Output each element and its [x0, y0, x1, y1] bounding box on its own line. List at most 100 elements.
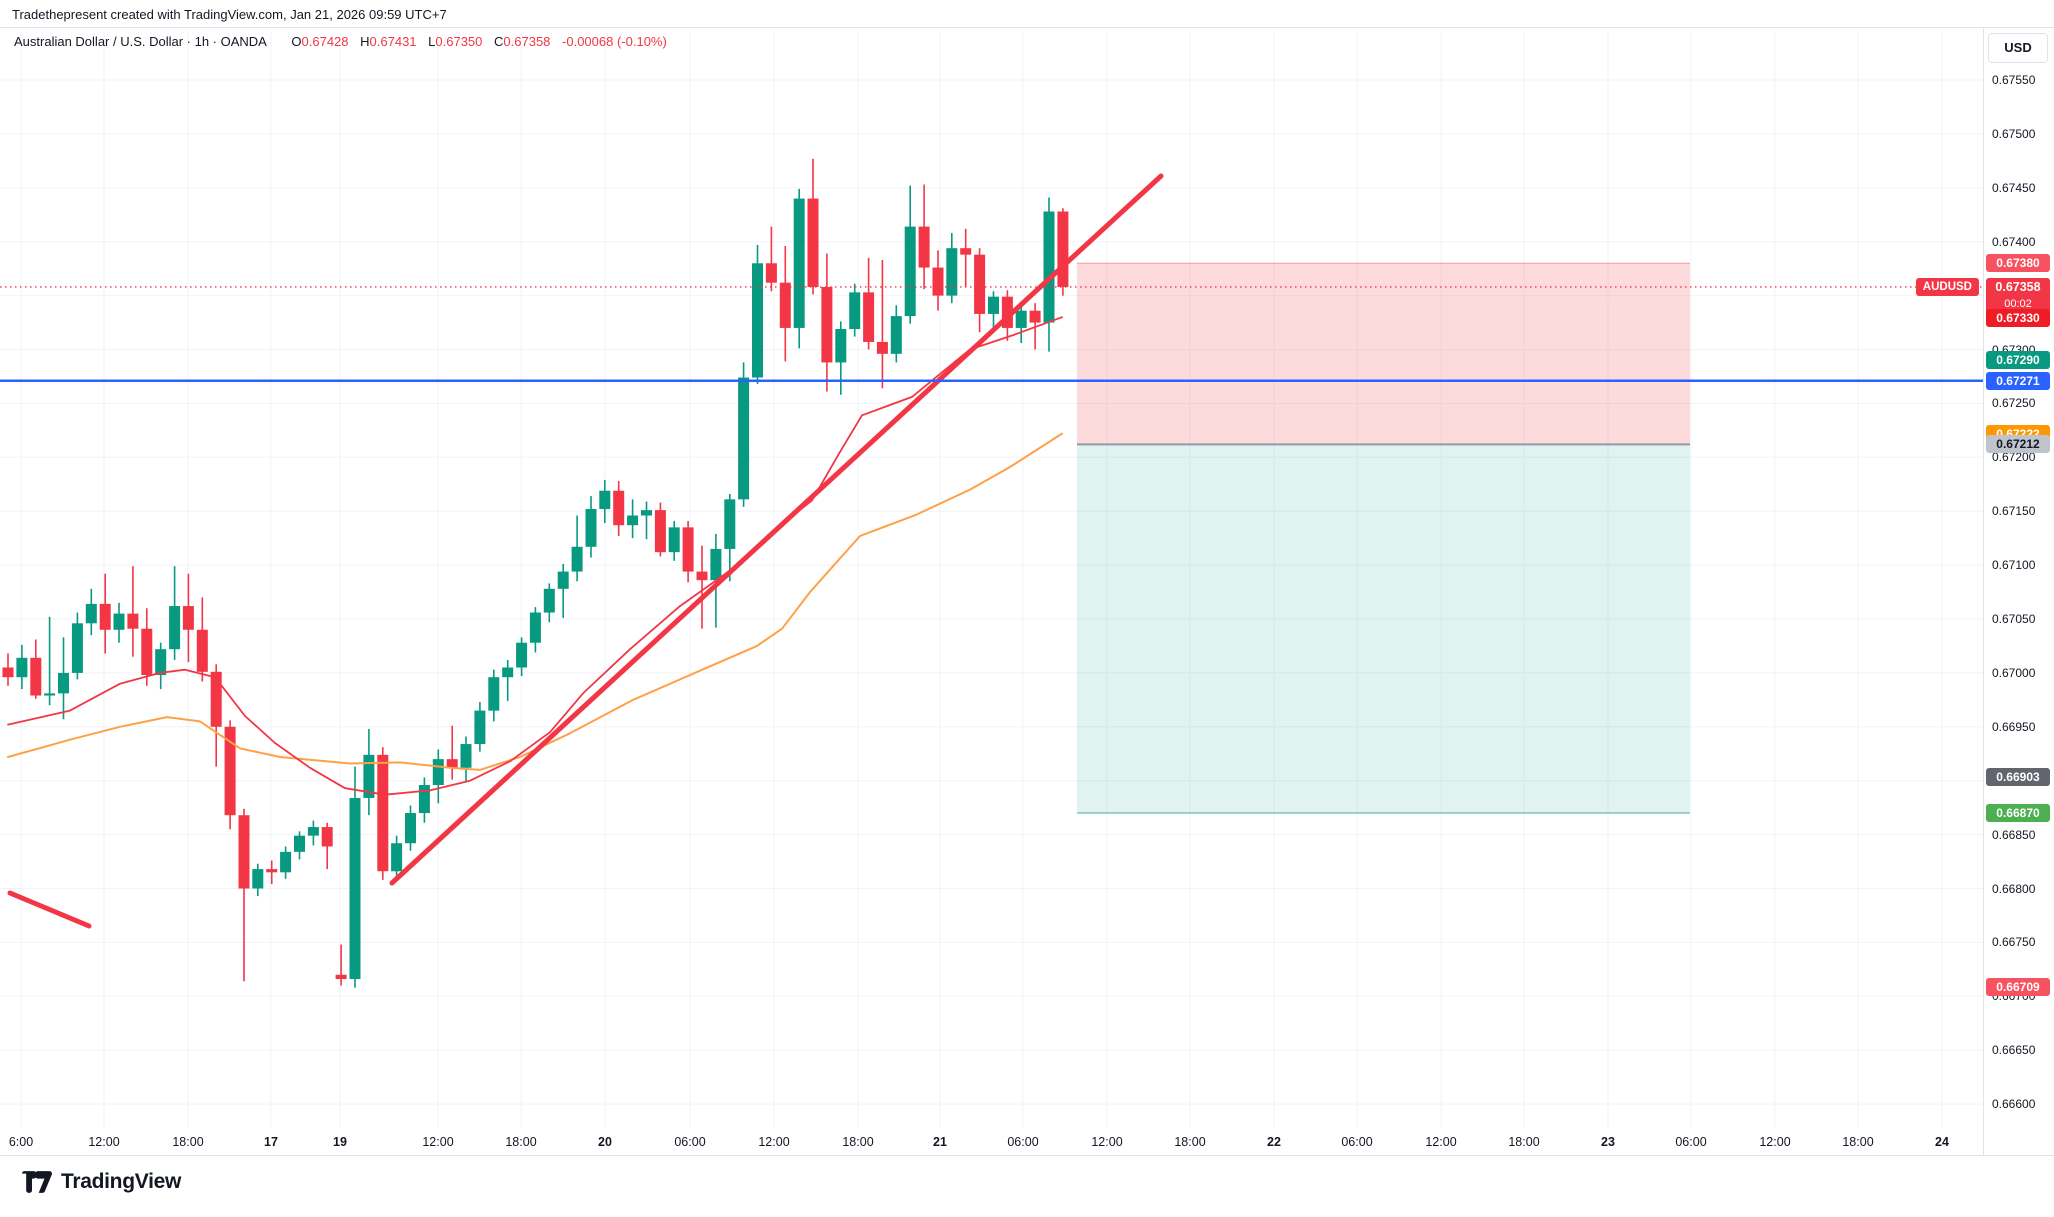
price-axis[interactable]: 0.675500.675000.674500.674000.673500.673… — [1984, 27, 2054, 1155]
candle-body-up — [890, 316, 902, 354]
price-line-label: 0.67380 — [1986, 254, 2050, 273]
time-tick: 12:00 — [422, 1135, 454, 1149]
time-tick-day: 19 — [333, 1135, 347, 1149]
price-tick-label: 0.67400 — [1992, 234, 2036, 249]
price-tick-label: 0.66650 — [1992, 1043, 2036, 1058]
position-box-risk-zone[interactable] — [1077, 263, 1690, 445]
watermark-text: Tradethepresent created with TradingView… — [12, 7, 447, 22]
candle-body-up — [85, 603, 97, 624]
price-line-label: 0.66709 — [1986, 977, 2050, 996]
price-line-label: 0.67271 — [1986, 371, 2050, 390]
candle-body-up — [557, 571, 569, 589]
time-tick-day: 22 — [1267, 1135, 1281, 1149]
price-line-label: 0.66903 — [1986, 768, 2050, 787]
time-tick-day: 23 — [1601, 1135, 1615, 1149]
high-label: H — [360, 34, 370, 49]
current-price-label: 0.67358 00:02 — [1986, 277, 2050, 313]
candle-body-down — [960, 248, 972, 255]
candle-body-up — [405, 813, 416, 844]
moving-average-fast-red[interactable] — [7, 316, 1063, 796]
candle-body-up — [724, 499, 736, 549]
candle-body-up — [474, 710, 486, 745]
trendline-1[interactable] — [389, 173, 1164, 886]
time-tick: 18:00 — [1842, 1135, 1874, 1149]
candle-body-down — [1057, 211, 1069, 287]
symbol-legend[interactable]: Australian Dollar / U.S. Dollar · 1h · O… — [14, 34, 667, 49]
time-tick: 18:00 — [1174, 1135, 1206, 1149]
tradingview-logo-icon — [22, 1171, 52, 1193]
candle-body-up — [418, 785, 430, 814]
trendline-2[interactable] — [7, 890, 92, 929]
bar-countdown: 00:02 — [2004, 297, 2032, 310]
candle-body-up — [488, 677, 500, 711]
price-tick-label: 0.67500 — [1992, 126, 2036, 141]
time-tick: 12:00 — [758, 1135, 790, 1149]
price-tick-label: 0.67200 — [1992, 450, 2036, 465]
candle-body-down — [238, 815, 250, 889]
time-tick: 18:00 — [172, 1135, 204, 1149]
candle-body-down — [696, 571, 708, 581]
moving-average-slow-orange[interactable] — [7, 432, 1063, 771]
candle-body-down — [613, 490, 625, 526]
price-line-label: 0.66870 — [1986, 804, 2050, 823]
candle-body-up — [529, 612, 541, 643]
candle-body-up — [1043, 211, 1055, 323]
candle-body-up — [738, 377, 750, 500]
candle-body-up — [585, 509, 597, 547]
candle-body-down — [335, 974, 347, 980]
candle-body-up — [641, 510, 652, 516]
candle-body-down — [1029, 310, 1041, 323]
price-tick-label: 0.67100 — [1992, 558, 2036, 573]
candle-body-up — [571, 546, 583, 572]
price-tick-label: 0.67050 — [1992, 612, 2036, 626]
low-value: 0.67350 — [435, 34, 483, 49]
price-tick-label: 0.67000 — [1992, 665, 2036, 680]
position-box-reward-zone[interactable] — [1077, 444, 1690, 814]
candle-body-up — [363, 754, 375, 798]
candle-body-down — [654, 510, 666, 553]
open-label: O — [291, 34, 302, 49]
price-tick-label: 0.66800 — [1992, 881, 2036, 896]
candle-body-down — [377, 754, 389, 872]
candle-body-up — [668, 527, 680, 553]
time-tick-day: 24 — [1935, 1135, 1949, 1149]
price-tick-label: 0.66600 — [1992, 1097, 2036, 1112]
symbol-title[interactable]: Australian Dollar / U.S. Dollar · 1h · O… — [14, 34, 267, 49]
candle-body-down — [141, 628, 153, 676]
candle-body-up — [169, 606, 181, 650]
price-tick-label: 0.67550 — [1992, 73, 2036, 87]
time-tick: 12:00 — [1091, 1135, 1123, 1149]
symbol-price-tag: AUDUSD — [1915, 277, 1979, 296]
candle-body-down — [918, 226, 930, 268]
candle-body-up — [793, 198, 805, 328]
price-tick-label: 0.67450 — [1992, 180, 2036, 195]
time-tick: 06:00 — [674, 1135, 706, 1149]
close-value: 0.67358 — [503, 34, 551, 49]
candle-body-up — [849, 292, 861, 330]
candle-body-up — [627, 515, 639, 526]
price-tick-label: 0.67250 — [1992, 396, 2036, 411]
candle-body-up — [349, 797, 361, 980]
candle-body-up — [946, 248, 958, 296]
price-tick-label: 0.67150 — [1992, 504, 2036, 519]
candle-body-down — [1001, 296, 1013, 328]
candle-body-up — [460, 744, 472, 768]
candle-body-down — [2, 667, 14, 678]
open-value: 0.67428 — [301, 34, 349, 49]
candle-body-up — [71, 623, 83, 673]
price-tick-label: 0.66750 — [1992, 935, 2036, 950]
candle-body-up — [16, 657, 28, 678]
time-axis[interactable]: 6:00 12:00 18:00 17 19 12:00 18:00 20 06:00 12:00… — [0, 1128, 1983, 1155]
tradingview-logo[interactable]: TradingView — [22, 1166, 181, 1198]
change-value: -0.00068 (-0.10%) — [562, 34, 667, 49]
candle-body-up — [502, 667, 514, 678]
candle-body-up — [599, 490, 611, 510]
candle-body-down — [224, 726, 236, 816]
close-label: C — [494, 34, 504, 49]
candle-body-down — [765, 263, 777, 283]
candle-body-up — [988, 296, 999, 314]
candle-body-down — [127, 613, 139, 629]
time-tick: 18:00 — [842, 1135, 874, 1149]
currency-toggle-button[interactable]: USD — [1988, 33, 2048, 63]
